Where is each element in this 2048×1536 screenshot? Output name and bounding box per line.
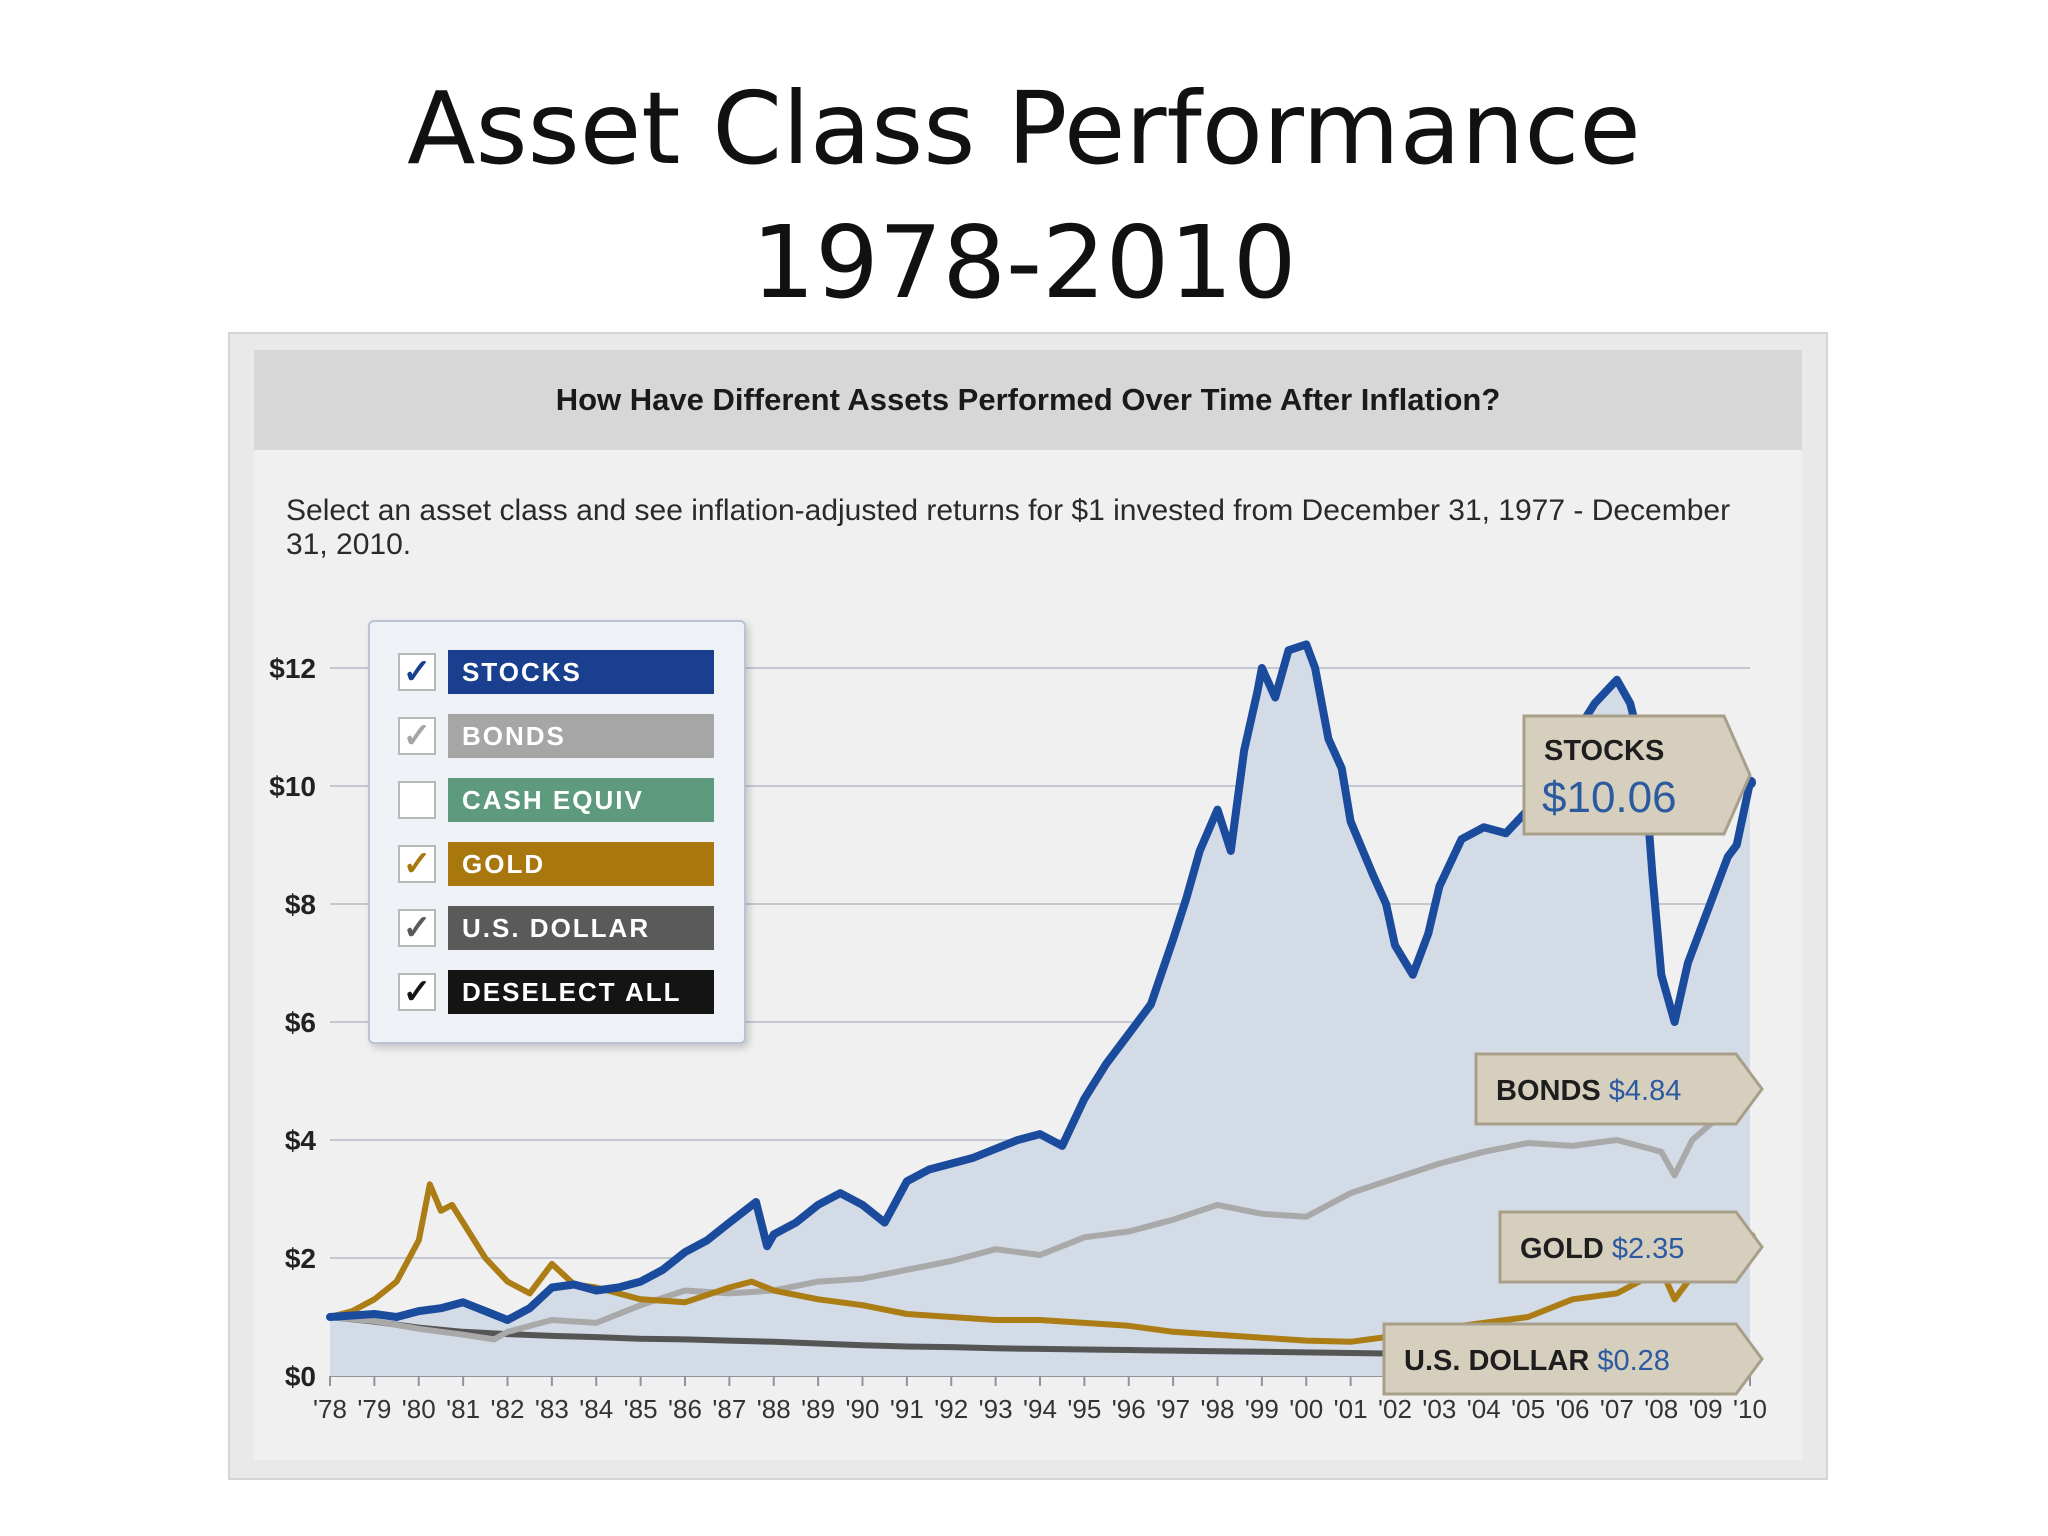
legend-checkbox-cash-equiv[interactable] [398, 781, 436, 819]
chart-header: How Have Different Assets Performed Over… [254, 350, 1802, 450]
legend-label-deselect-all[interactable]: DESELECT ALL [448, 970, 714, 1014]
legend-checkbox-deselect-all[interactable]: ✓ [398, 973, 436, 1011]
legend-label-bonds[interactable]: BONDS [448, 714, 714, 758]
x-tick-label: '84 [579, 1394, 613, 1424]
x-tick-label: '88 [757, 1394, 791, 1424]
legend-item-bonds[interactable]: ✓ BONDS [398, 714, 714, 758]
bonds-value-tag: BONDS $4.84 [1474, 1052, 1764, 1126]
legend-item-deselect-all[interactable]: ✓ DESELECT ALL [398, 970, 714, 1014]
x-tick-label: '82 [491, 1394, 525, 1424]
y-tick-label: $6 [285, 1007, 316, 1038]
x-tick-label: '79 [357, 1394, 391, 1424]
y-tick-label: $0 [285, 1361, 316, 1392]
check-icon: ✓ [402, 653, 432, 691]
slide-title: Asset Class Performance 1978-2010 [0, 62, 2048, 330]
check-icon: ✓ [402, 909, 432, 947]
x-tick-label: '01 [1334, 1394, 1368, 1424]
value-tag-value: $4.84 [1609, 1075, 1682, 1107]
legend-label-u-s-dollar[interactable]: U.S. DOLLAR [448, 906, 714, 950]
legend-label-gold[interactable]: GOLD [448, 842, 714, 886]
x-tick-label: '86 [668, 1394, 702, 1424]
x-tick-label: '83 [535, 1394, 569, 1424]
x-tick-label: '95 [1067, 1394, 1101, 1424]
y-tick-label: $2 [285, 1243, 316, 1274]
x-tick-label: '02 [1378, 1394, 1412, 1424]
bonds-series-line [327, 1087, 1753, 1343]
value-tag-text: GOLD $2.35 [1520, 1233, 1684, 1265]
x-tick-label: '80 [402, 1394, 436, 1424]
value-tag-text: U.S. DOLLAR $0.28 [1404, 1345, 1670, 1377]
x-tick-label: '07 [1600, 1394, 1634, 1424]
stocks-value-tag: STOCKS $10.06 [1522, 714, 1752, 836]
legend-checkbox-u-s-dollar[interactable]: ✓ [398, 909, 436, 947]
x-tick-label: '06 [1556, 1394, 1590, 1424]
legend-checkbox-stocks[interactable]: ✓ [398, 653, 436, 691]
x-tick-label: '99 [1245, 1394, 1279, 1424]
x-tick-label: '10 [1733, 1394, 1767, 1424]
value-tag-label: BONDS [1496, 1075, 1609, 1107]
check-icon: ✓ [402, 973, 432, 1011]
value-tag-label: STOCKS [1544, 735, 1664, 767]
x-tick-label: '92 [934, 1394, 968, 1424]
x-tick-label: '81 [446, 1394, 480, 1424]
value-tag-shape [1474, 1052, 1764, 1126]
legend-checkbox-bonds[interactable]: ✓ [398, 717, 436, 755]
chart-intro-text: Select an asset class and see inflation-… [286, 494, 1731, 561]
check-icon: ✓ [402, 717, 432, 755]
value-tag-value: $0.28 [1597, 1345, 1670, 1377]
x-tick-label: '89 [801, 1394, 835, 1424]
stocks-area [330, 644, 1750, 1376]
u-s-dollar-value-tag: U.S. DOLLAR $0.28 [1382, 1322, 1764, 1396]
x-tick-label: '03 [1422, 1394, 1456, 1424]
y-tick-label: $4 [285, 1125, 317, 1156]
legend-item-u-s-dollar[interactable]: ✓ U.S. DOLLAR [398, 906, 714, 950]
x-tick-label: '93 [979, 1394, 1013, 1424]
y-tick-label: $8 [285, 889, 316, 920]
gold-series-line [327, 1181, 1753, 1345]
legend-label-cash-equiv[interactable]: CASH EQUIV [448, 778, 714, 822]
asset-legend: ✓ STOCKS ✓ BONDS CASH EQUIV ✓ GOLD ✓ U.S. DOLLAR… [368, 620, 746, 1044]
x-tick-label: '08 [1644, 1394, 1678, 1424]
slide-title-line2: 1978-2010 [751, 204, 1297, 321]
legend-checkbox-gold[interactable]: ✓ [398, 845, 436, 883]
slide-title-line1: Asset Class Performance [407, 70, 1641, 187]
check-icon: ✓ [402, 845, 432, 883]
x-tick-label: '85 [624, 1394, 658, 1424]
x-tick-label: '87 [712, 1394, 746, 1424]
value-tag-value: $10.06 [1542, 773, 1677, 822]
value-tag-shape [1382, 1322, 1764, 1396]
legend-item-cash-equiv[interactable]: CASH EQUIV [398, 778, 714, 822]
legend-label-stocks[interactable]: STOCKS [448, 650, 714, 694]
value-tag-text: BONDS $4.84 [1496, 1075, 1681, 1107]
x-tick-label: '96 [1112, 1394, 1146, 1424]
x-tick-label: '09 [1689, 1394, 1723, 1424]
value-tag-shape [1498, 1210, 1764, 1284]
value-tag-value: $2.35 [1612, 1233, 1685, 1265]
x-tick-label: '04 [1467, 1394, 1501, 1424]
x-tick-label: '91 [890, 1394, 924, 1424]
y-tick-label: $12 [269, 653, 316, 684]
gold-value-tag: GOLD $2.35 [1498, 1210, 1764, 1284]
legend-item-gold[interactable]: ✓ GOLD [398, 842, 714, 886]
value-tag-label: U.S. DOLLAR [1404, 1345, 1597, 1377]
value-tag-label: GOLD [1520, 1233, 1612, 1265]
x-tick-label: '00 [1289, 1394, 1323, 1424]
x-tick-label: '97 [1156, 1394, 1190, 1424]
x-tick-label: '98 [1201, 1394, 1235, 1424]
stocks-series-line [326, 640, 1754, 1324]
x-tick-label: '78 [313, 1394, 347, 1424]
legend-item-stocks[interactable]: ✓ STOCKS [398, 650, 714, 694]
x-tick-label: '05 [1511, 1394, 1545, 1424]
x-tick-label: '90 [846, 1394, 880, 1424]
y-tick-label: $10 [269, 771, 316, 802]
x-tick-label: '94 [1023, 1394, 1057, 1424]
value-tag-shape [1522, 714, 1752, 836]
